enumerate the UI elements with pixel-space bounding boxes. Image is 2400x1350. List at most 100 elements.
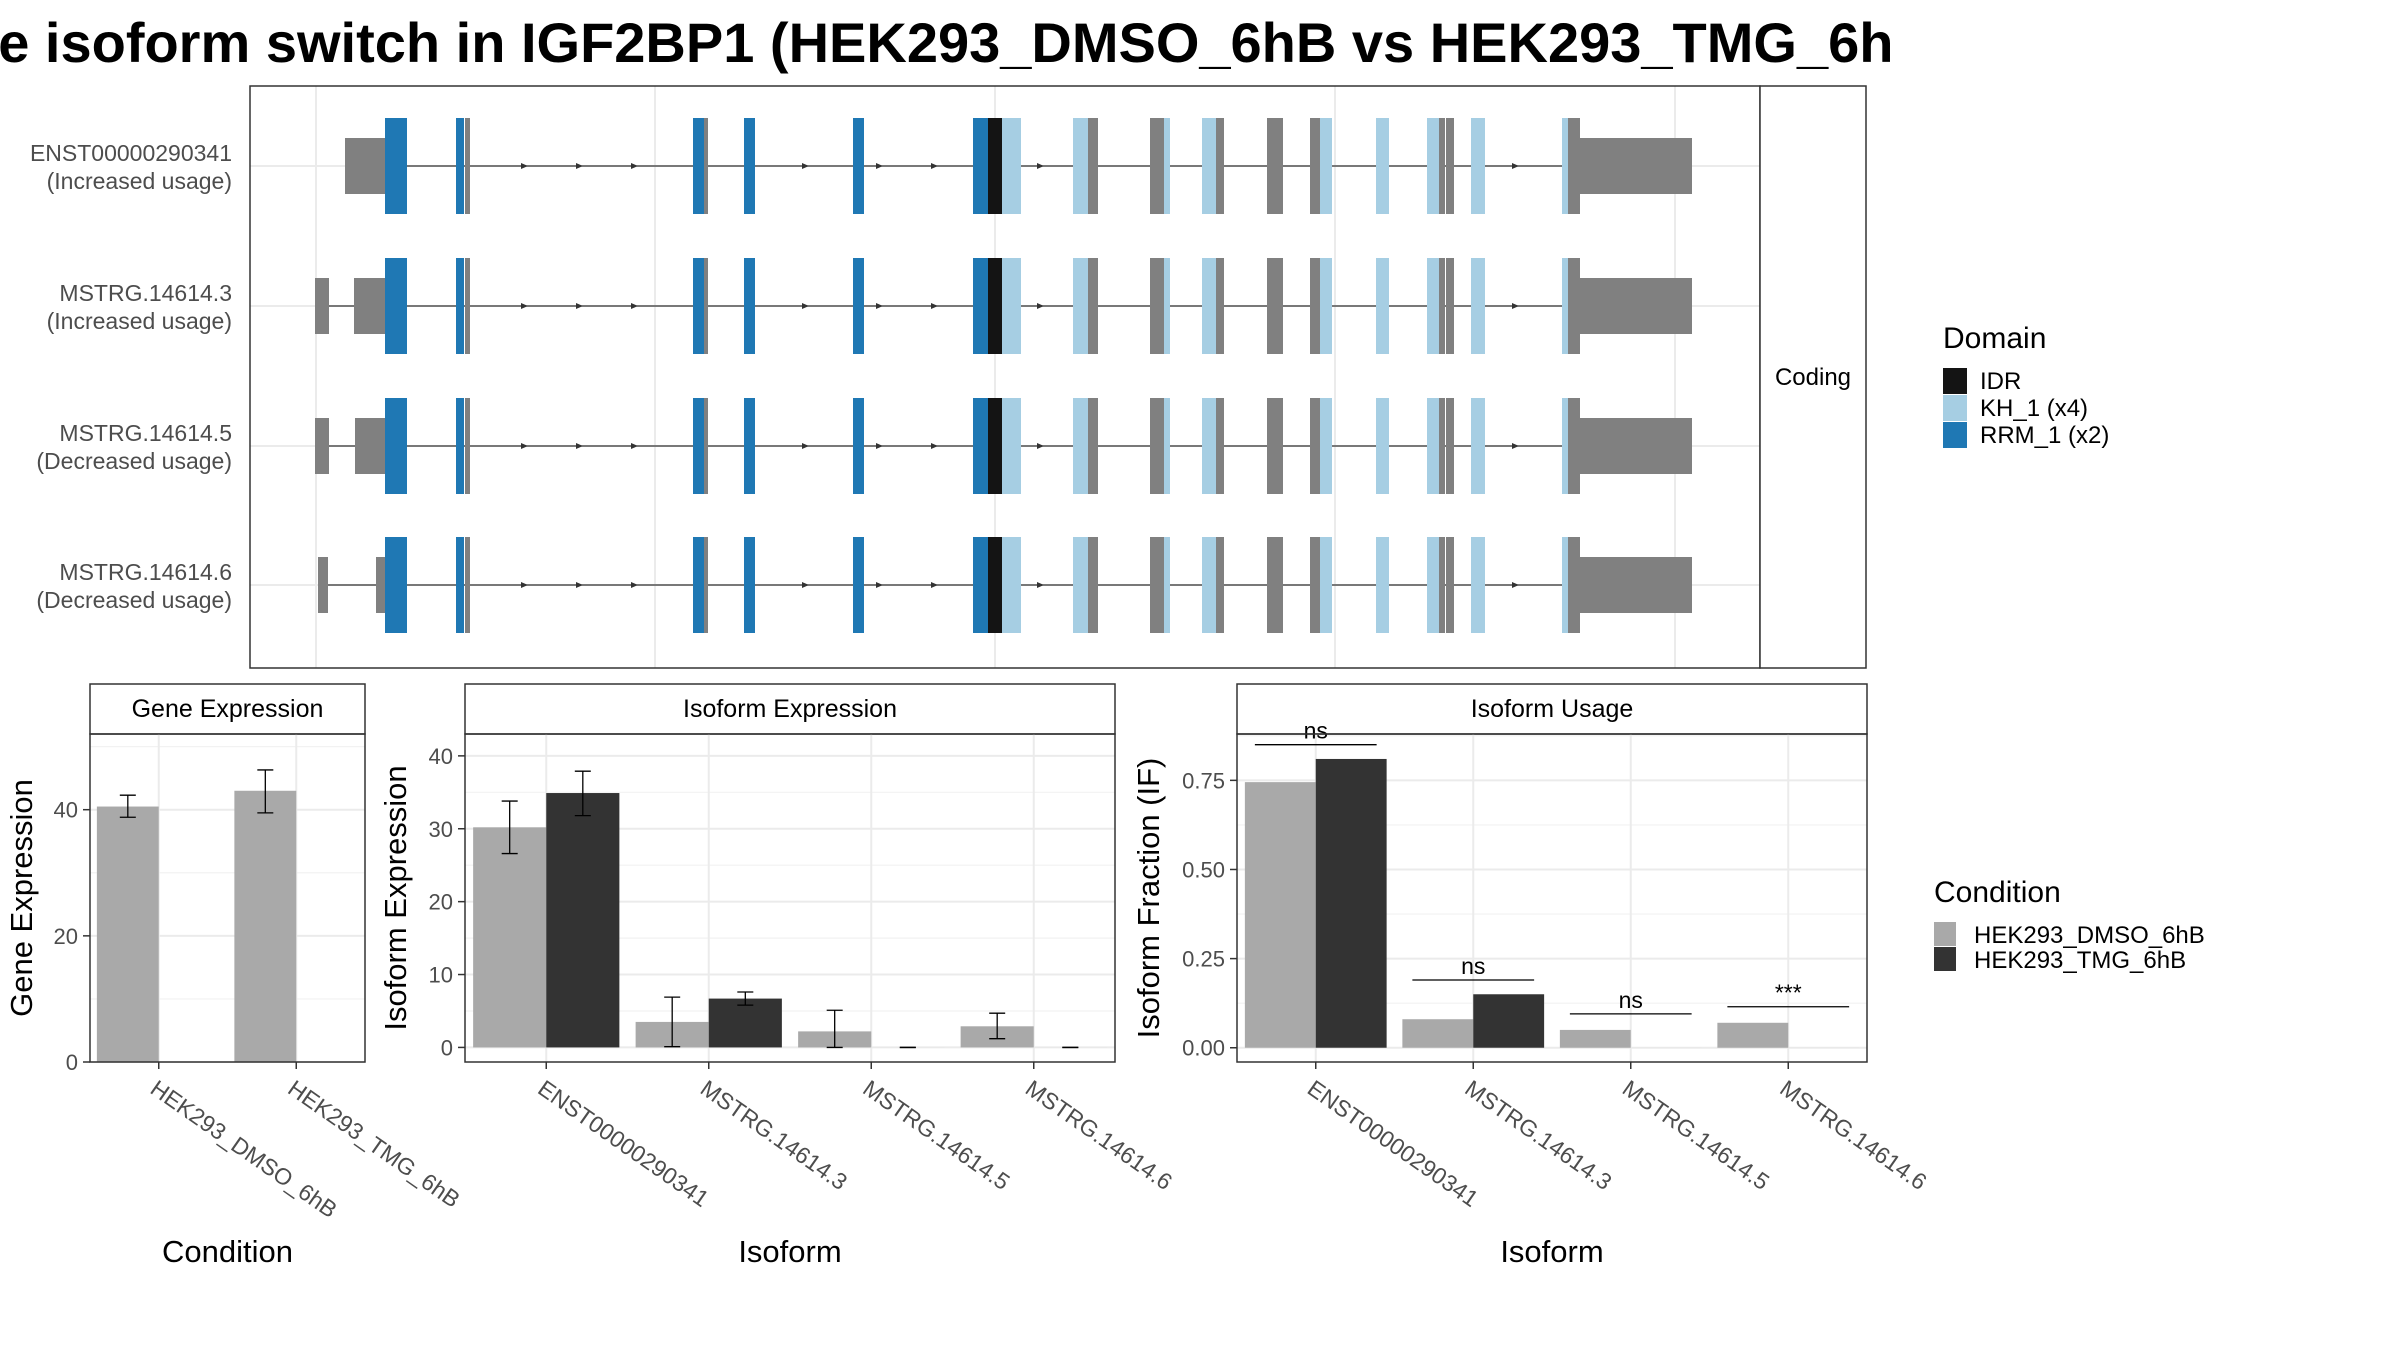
exon-block xyxy=(1002,537,1011,633)
strand-arrow xyxy=(802,582,809,588)
exon-block xyxy=(988,118,1002,214)
strand-arrow xyxy=(576,582,583,588)
exon-block xyxy=(1376,258,1389,354)
strand-arrow xyxy=(521,163,528,169)
bar xyxy=(96,806,159,1062)
bar xyxy=(1402,1019,1474,1048)
exon-block xyxy=(1150,537,1164,633)
significance-label: *** xyxy=(1775,980,1802,1006)
y-tick-label: 40 xyxy=(54,798,78,823)
exon-block xyxy=(1150,118,1164,214)
exon-block xyxy=(1202,537,1216,633)
x-axis-title: Isoform xyxy=(738,1234,841,1269)
bar xyxy=(473,827,547,1048)
significance-label: ns xyxy=(1304,718,1328,744)
exon-block xyxy=(704,537,708,633)
strand-arrow xyxy=(1037,303,1044,309)
panel-title: Isoform Usage xyxy=(1471,695,1634,723)
utr-block xyxy=(376,557,385,613)
exon-block xyxy=(744,537,755,633)
exon-block xyxy=(1376,398,1389,494)
strip-label-coding: Coding xyxy=(1775,364,1851,391)
strand-arrow xyxy=(876,163,883,169)
exon-block xyxy=(1310,118,1320,214)
strand-arrow xyxy=(931,582,938,588)
exon-block xyxy=(1427,258,1439,354)
legend-title-domain: Domain xyxy=(1943,322,2046,355)
strip-box xyxy=(1759,85,1867,669)
exon-block xyxy=(853,258,864,354)
exon-block xyxy=(1562,258,1568,354)
panel-strip xyxy=(464,683,1116,735)
x-tick-label: MSTRG.14614.6 xyxy=(1775,1075,1931,1195)
legend-label: RRM_1 (x2) xyxy=(1980,422,2109,449)
exon-block xyxy=(456,537,464,633)
exon-block xyxy=(1216,258,1224,354)
exon-block xyxy=(385,118,407,214)
exon-block xyxy=(1202,258,1216,354)
exon-block xyxy=(853,118,864,214)
y-tick-label: 10 xyxy=(429,963,453,988)
legend-label: HEK293_DMSO_6hB xyxy=(1974,922,2205,949)
legend-title-condition: Condition xyxy=(1934,876,2061,909)
y-tick-label: 0.25 xyxy=(1182,947,1225,972)
exon-block xyxy=(1471,537,1485,633)
strand-arrow xyxy=(802,443,809,449)
transcript-usage-label: (Increased usage) xyxy=(47,168,232,194)
legend-label: HEK293_TMG_6hB xyxy=(1974,947,2186,974)
exon-block xyxy=(744,398,755,494)
exon-block xyxy=(973,398,988,494)
exon-block xyxy=(1376,537,1389,633)
exon-block xyxy=(693,118,704,214)
exon-block xyxy=(988,398,1002,494)
exon-block xyxy=(1471,258,1485,354)
panel-border xyxy=(89,733,366,1063)
strand-arrow xyxy=(576,443,583,449)
exon-block xyxy=(1011,398,1021,494)
exon-block xyxy=(1439,537,1445,633)
exon-block xyxy=(1446,258,1454,354)
legend-label: IDR xyxy=(1980,368,2021,395)
legend-key xyxy=(1943,395,1967,421)
strand-arrow xyxy=(631,303,638,309)
exon-block xyxy=(1310,537,1320,633)
exon-block xyxy=(1216,398,1224,494)
strand-arrow xyxy=(1037,582,1044,588)
exon-block xyxy=(693,537,704,633)
exon-block xyxy=(1427,537,1439,633)
exon-block xyxy=(1562,537,1568,633)
exon-block xyxy=(1471,118,1485,214)
legend-key xyxy=(1934,947,1956,971)
y-tick-label: 40 xyxy=(429,744,453,769)
exon-block xyxy=(1150,398,1164,494)
transcript-label: MSTRG.14614.6 xyxy=(59,559,232,585)
exon-block xyxy=(1446,118,1454,214)
exon-block xyxy=(704,118,708,214)
utr-block xyxy=(345,138,385,194)
x-tick-label: MSTRG.14614.3 xyxy=(1460,1075,1616,1195)
strand-arrow xyxy=(1512,303,1519,309)
exon-block xyxy=(1164,537,1170,633)
bar xyxy=(1559,1029,1631,1048)
exon-block xyxy=(1427,398,1439,494)
transcript-label: MSTRG.14614.5 xyxy=(59,420,232,446)
exon-block xyxy=(1202,118,1216,214)
panel-border xyxy=(464,733,1116,1063)
exon-block xyxy=(1164,398,1170,494)
exon-block xyxy=(1568,118,1580,214)
bar xyxy=(1315,758,1387,1048)
transcript-usage-label: (Decreased usage) xyxy=(36,448,232,474)
exon-block xyxy=(1562,118,1568,214)
x-tick-label: ENST00000290341 xyxy=(1303,1075,1483,1212)
exon-block xyxy=(1002,118,1011,214)
x-tick-label: MSTRG.14614.3 xyxy=(696,1075,852,1195)
exon-block xyxy=(1376,118,1389,214)
exon-block xyxy=(465,537,470,633)
strand-arrow xyxy=(1512,443,1519,449)
legend-key xyxy=(1934,922,1956,946)
exon-block xyxy=(465,118,470,214)
exon-block xyxy=(973,258,988,354)
exon-block xyxy=(465,398,470,494)
